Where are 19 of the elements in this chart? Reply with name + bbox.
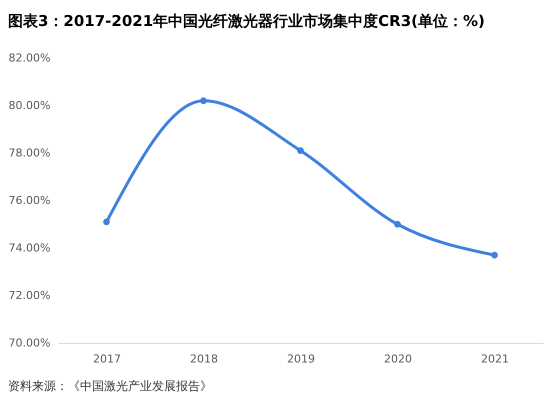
x-tick-label: 2020	[384, 352, 412, 366]
text: 资料来源：《中国激光产业发展报告》	[7, 378, 213, 395]
y-tick-label: 72.00%	[8, 289, 50, 302]
y-tick-label: 74.00%	[8, 242, 50, 254]
y-tick-label: 78.00%	[8, 146, 50, 160]
x-tick-label: 2021	[481, 352, 509, 366]
y-tick-label: 70.00%	[8, 336, 50, 350]
point	[297, 147, 304, 154]
point	[491, 252, 498, 258]
point	[103, 218, 110, 226]
point	[200, 97, 207, 104]
chart-title: 图表3：2017-2021年中国光纤激光器行业市场集中度CR3(单位：%)	[7, 11, 486, 32]
point	[394, 220, 401, 228]
x-tick-label: 2017	[93, 352, 121, 366]
y-tick-label: 80.00%	[8, 99, 50, 112]
y-tick-label: 76.00%	[8, 194, 50, 207]
x-tick-label: 2019	[287, 352, 315, 366]
y-tick-label: 82.00%	[8, 52, 50, 64]
x-tick-label: 2018	[190, 352, 218, 366]
